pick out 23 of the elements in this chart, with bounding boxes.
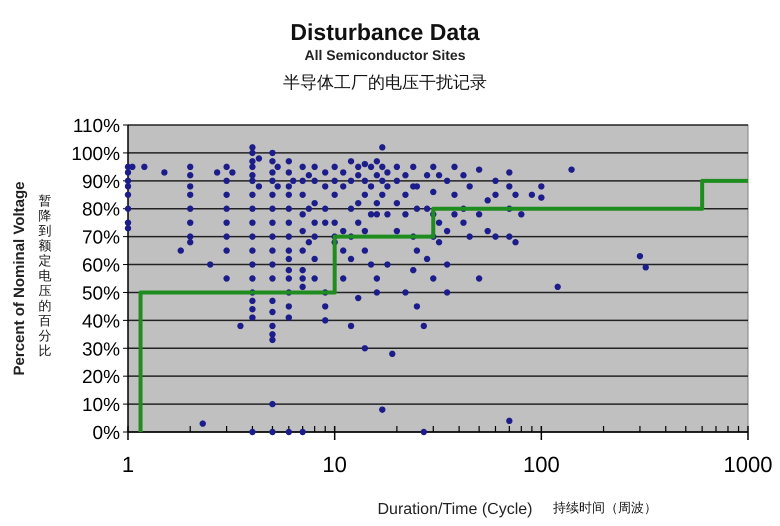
chart-title: Disturbance Data	[290, 19, 480, 45]
y-tick-label: 100%	[71, 144, 120, 165]
y-tick-label: 10%	[82, 395, 120, 416]
x-tick-label: 10	[322, 452, 347, 477]
y-tick-label: 0%	[92, 423, 120, 444]
y-tick-label: 80%	[82, 200, 120, 221]
y-tick-label: 20%	[82, 367, 120, 388]
chart-subtitle: All Semiconductor Sites	[304, 47, 466, 63]
y-tick-label: 30%	[82, 339, 120, 360]
x-tick-label: 1000	[724, 452, 772, 477]
y-tick-label: 90%	[82, 172, 120, 193]
y-tick-label: 40%	[82, 311, 120, 332]
x-tick-label: 100	[522, 452, 560, 477]
x-tick-label: 1	[122, 452, 134, 477]
y-tick-label: 110%	[72, 116, 120, 137]
y-axis-title: Percent of Nominal Voltage	[11, 182, 28, 376]
text: 持续时间（周波）	[553, 500, 657, 515]
y-tick-label: 60%	[82, 256, 120, 277]
text: 暂降到额定电压的百分比	[38, 193, 52, 358]
x-axis-title: Duration/Time (Cycle)	[378, 501, 532, 518]
y-tick-label: 50%	[82, 283, 120, 304]
y-tick-label: 70%	[82, 228, 120, 249]
text: 半导体工厂的电压干扰记录	[283, 73, 487, 92]
